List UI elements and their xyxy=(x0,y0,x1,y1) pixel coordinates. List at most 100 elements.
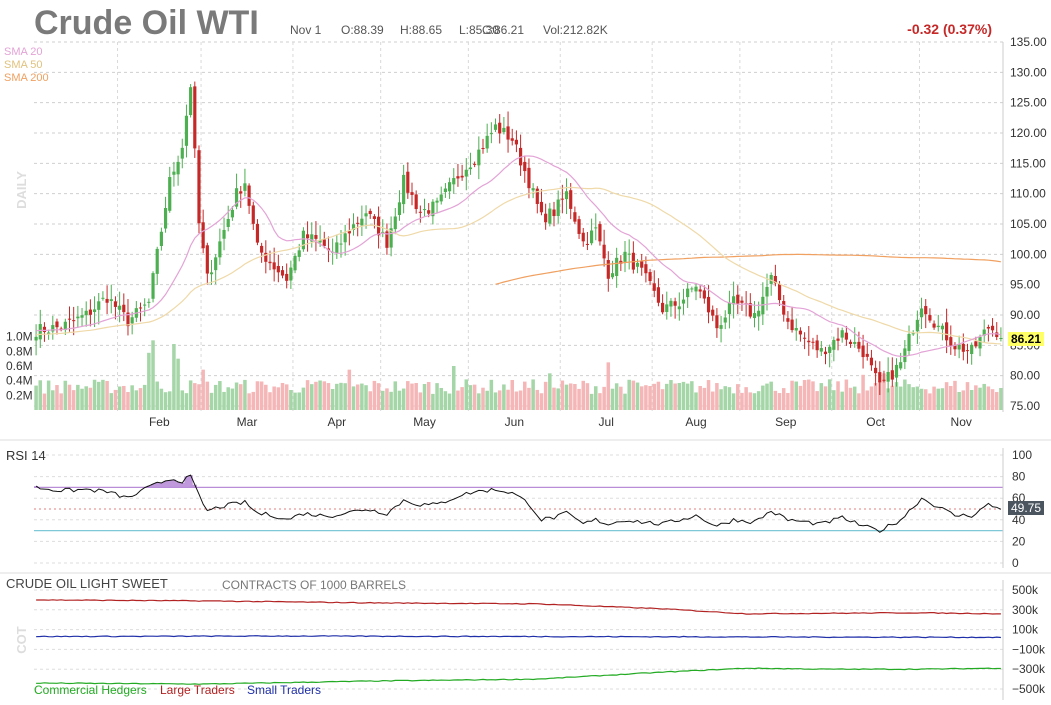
candle-body xyxy=(865,353,869,357)
candle-body xyxy=(427,210,431,214)
candle-body xyxy=(736,294,740,304)
candle-body xyxy=(535,188,539,204)
volume-bars xyxy=(34,340,1003,410)
volume-bar xyxy=(67,384,72,410)
volume-bar xyxy=(903,379,907,410)
candle-body xyxy=(130,317,134,324)
volume-bar xyxy=(193,383,197,410)
candle-body xyxy=(932,323,936,328)
volume-bar xyxy=(727,387,732,410)
candle-body xyxy=(978,336,982,349)
volume-bar xyxy=(71,390,76,410)
candle-body xyxy=(368,210,372,214)
candle-body xyxy=(610,273,615,278)
rsi-tick-label: 80 xyxy=(1012,470,1026,484)
volume-bar xyxy=(238,384,243,410)
volume-bar xyxy=(117,386,122,410)
candle-body xyxy=(585,243,590,245)
volume-bar xyxy=(406,381,410,410)
candle-body xyxy=(393,216,397,230)
volume-bar xyxy=(472,384,477,410)
volume-bar xyxy=(535,389,540,410)
candle-body xyxy=(126,312,130,327)
month-tick-label: Nov xyxy=(951,415,972,429)
month-tick-label: Mar xyxy=(237,415,258,429)
rsi-line xyxy=(35,474,1002,533)
volume-bar xyxy=(677,383,682,410)
volume-bar xyxy=(865,390,870,410)
candle-body xyxy=(527,167,531,189)
volume-bar xyxy=(55,385,59,410)
volume-bar xyxy=(184,393,189,410)
candle-body xyxy=(101,297,105,299)
candle-body xyxy=(644,264,648,274)
volume-bar xyxy=(811,381,815,410)
volume-bar xyxy=(681,381,686,410)
price-tick-label: 95.00 xyxy=(1010,278,1040,292)
candle-body xyxy=(255,223,260,243)
candle-body xyxy=(560,198,564,200)
candle-body xyxy=(351,224,356,230)
volume-bar xyxy=(957,391,961,410)
candle-body xyxy=(347,231,351,234)
candle-body xyxy=(769,274,773,284)
candle-body xyxy=(677,306,681,310)
candle-body xyxy=(456,176,460,179)
month-tick-label: Jul xyxy=(599,415,614,429)
volume-bar xyxy=(619,386,623,410)
candle-body xyxy=(594,227,598,229)
volume-bar xyxy=(798,385,803,410)
volume-bar xyxy=(280,382,285,410)
volume-bar xyxy=(113,389,118,410)
candle-body xyxy=(815,340,819,351)
ohlc-high: H:88.65 xyxy=(400,23,442,37)
candle-body xyxy=(853,341,857,344)
candle-body xyxy=(234,188,239,207)
volume-bar xyxy=(669,380,673,410)
volume-bar xyxy=(635,382,640,410)
candle-body xyxy=(218,241,222,258)
volume-bar xyxy=(213,384,218,410)
volume-bar xyxy=(652,383,656,410)
volume-bar xyxy=(627,379,631,410)
volume-bar xyxy=(819,383,824,410)
month-tick-label: Oct xyxy=(866,415,885,429)
volume-bar xyxy=(999,387,1003,410)
volume-bar xyxy=(309,384,314,410)
volume-bar xyxy=(343,383,347,410)
volume-bar xyxy=(514,391,519,410)
last-price-tag xyxy=(1008,332,1044,346)
volume-bar xyxy=(276,387,281,410)
candle-body xyxy=(280,270,285,276)
volume-bar xyxy=(639,386,644,410)
volume-bar xyxy=(155,381,159,410)
candle-body xyxy=(840,330,844,338)
volume-bar xyxy=(381,390,385,410)
volume-bar xyxy=(564,384,569,410)
volume-bar xyxy=(205,381,210,410)
cot-tick-label: 500k xyxy=(1012,583,1039,597)
candle-body xyxy=(635,262,640,267)
candle-body xyxy=(143,304,147,306)
candle-body xyxy=(47,332,51,335)
candle-body xyxy=(681,299,686,304)
volume-bar xyxy=(907,384,911,410)
ohlc-close: C:86.21 xyxy=(482,23,524,37)
volume-bar xyxy=(556,388,560,410)
candle-body xyxy=(836,338,840,341)
candle-body xyxy=(748,303,752,317)
candle-body xyxy=(732,296,736,305)
candle-body xyxy=(552,209,556,217)
volume-bar xyxy=(982,383,986,410)
candle-body xyxy=(226,218,230,227)
volume-bar xyxy=(464,379,469,410)
month-tick-label: Aug xyxy=(685,415,706,429)
candlestick-series xyxy=(34,81,1003,395)
cot-tick-label: 100k xyxy=(1012,623,1039,637)
volume-bar xyxy=(610,388,615,410)
volume-bar xyxy=(167,391,172,410)
volume-tick-label: 0.6M xyxy=(6,359,33,373)
volume-bar xyxy=(685,383,690,410)
candle-body xyxy=(823,351,828,355)
